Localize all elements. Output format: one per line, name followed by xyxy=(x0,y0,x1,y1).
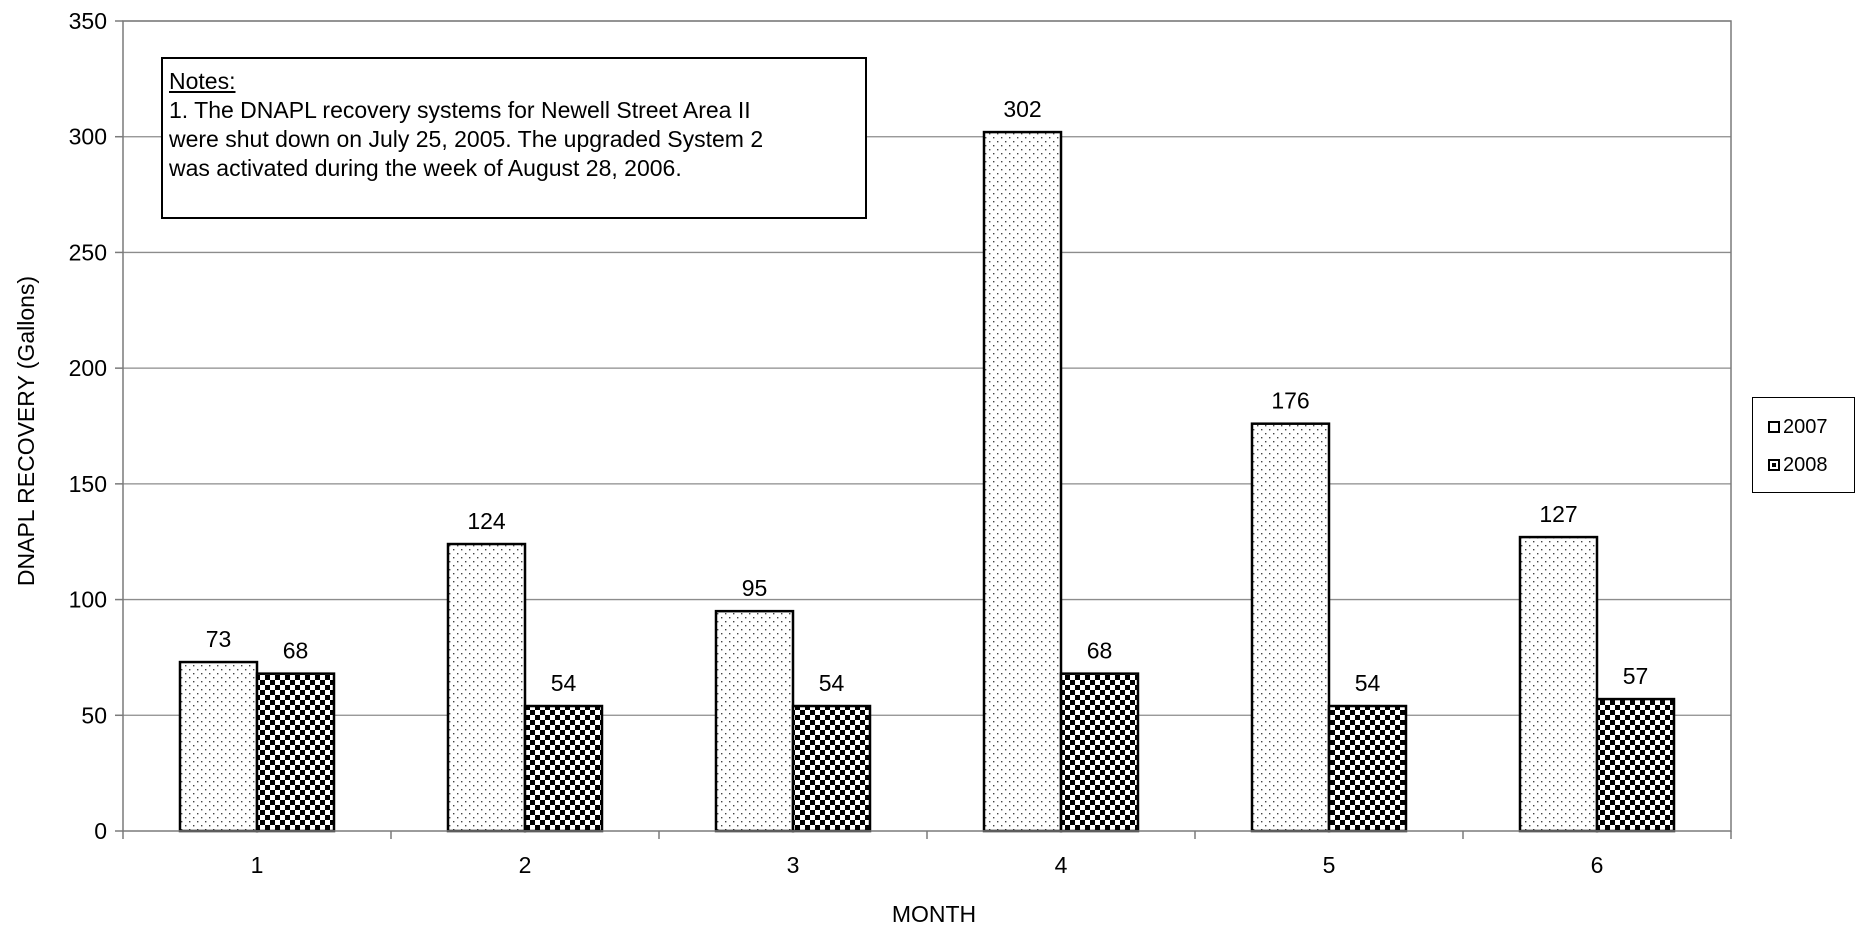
data-label: 68 xyxy=(1087,638,1113,664)
y-axis-title: DNAPL RECOVERY (Gallons) xyxy=(13,276,39,586)
notes-line-3: was activated during the week of August … xyxy=(169,155,682,181)
bar-2007 xyxy=(178,660,259,833)
data-label: 54 xyxy=(1355,670,1381,696)
data-label: 54 xyxy=(551,670,577,696)
bars xyxy=(178,130,1676,833)
bar-2008 xyxy=(791,704,872,833)
legend-swatch-dots-icon xyxy=(1768,421,1780,433)
bar-2008 xyxy=(1059,672,1140,833)
legend: 2007 2008 xyxy=(1752,397,1855,493)
data-label: 73 xyxy=(206,626,232,652)
y-tick-label: 200 xyxy=(69,355,107,381)
data-label: 54 xyxy=(819,670,845,696)
legend-label-2008: 2008 xyxy=(1783,453,1828,476)
bar-2007 xyxy=(982,130,1063,833)
x-tick-label: 2 xyxy=(519,852,532,878)
notes-line-1: 1. The DNAPL recovery systems for Newell… xyxy=(169,97,751,123)
y-tick-label: 350 xyxy=(69,8,107,34)
notes-box: Notes: 1. The DNAPL recovery systems for… xyxy=(161,57,867,219)
x-tick-label: 3 xyxy=(787,852,800,878)
legend-item-2007: 2007 xyxy=(1768,412,1828,442)
x-tick-label: 1 xyxy=(251,852,264,878)
y-tick-label: 0 xyxy=(94,818,107,844)
notes-title: Notes: xyxy=(169,68,236,94)
legend-label-2007: 2007 xyxy=(1783,415,1828,438)
y-tick-label: 250 xyxy=(69,239,107,265)
data-label: 127 xyxy=(1539,501,1577,527)
axes xyxy=(115,20,1732,839)
notes-line-2: were shut down on July 25, 2005. The upg… xyxy=(169,126,764,152)
y-tick-label: 100 xyxy=(69,587,107,613)
legend-item-2008: 2008 xyxy=(1768,450,1828,480)
data-label: 95 xyxy=(742,575,768,601)
x-tick-label: 4 xyxy=(1055,852,1068,878)
data-label: 302 xyxy=(1003,96,1041,122)
y-tick-label: 150 xyxy=(69,471,107,497)
bar-2008 xyxy=(523,704,604,833)
x-tick-label: 6 xyxy=(1591,852,1604,878)
data-label: 176 xyxy=(1271,388,1309,414)
bar-2007 xyxy=(1250,422,1331,833)
bar-2008 xyxy=(1595,697,1676,833)
data-label: 57 xyxy=(1623,663,1649,689)
x-axis-title: MONTH xyxy=(892,901,976,927)
y-tick-label: 50 xyxy=(81,702,107,728)
data-label: 68 xyxy=(283,638,309,664)
bar-2008 xyxy=(255,672,336,833)
bar-2007 xyxy=(446,542,527,833)
y-tick-label: 300 xyxy=(69,124,107,150)
bar-2008 xyxy=(1327,704,1408,833)
x-tick-label: 5 xyxy=(1323,852,1336,878)
data-label: 124 xyxy=(467,508,506,534)
legend-swatch-checker-icon xyxy=(1768,459,1780,471)
bar-2007 xyxy=(1518,535,1599,833)
bar-2007 xyxy=(714,609,795,833)
labels: 0 50 100 150 200 250 300 350 1 73 68 2 124 54 3 95 54 4 30… xyxy=(69,8,1649,878)
